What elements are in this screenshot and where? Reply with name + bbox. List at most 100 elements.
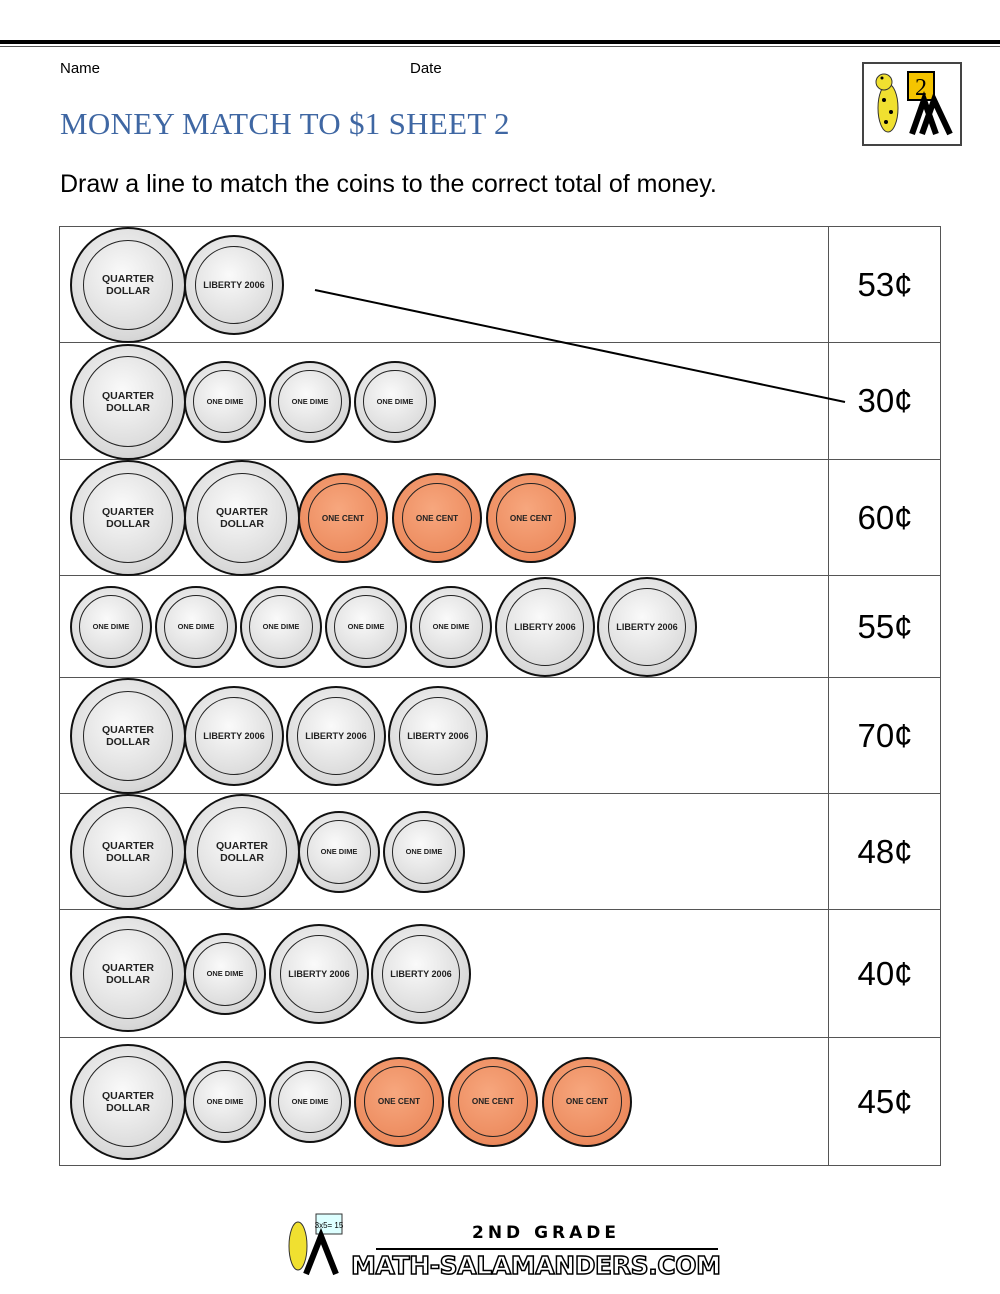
instructions: Draw a line to match the coins to the co… [60,170,717,198]
amount-label[interactable]: 45¢ [828,1038,941,1165]
nickel-coin-icon: LIBERTY 2006 [597,577,697,677]
coin-label: QUARTER DOLLAR [101,840,155,864]
quarter-coin-icon: QUARTER DOLLAR [70,343,186,460]
coin-group[interactable]: QUARTER DOLLAR ONE DIME LIBERTY 2006 LIBERT… [60,910,828,1037]
coin-label: ONE DIME [291,396,329,406]
amount-label[interactable]: 40¢ [828,910,941,1037]
coin-label: LIBERTY 2006 [305,731,367,741]
penny-coin-icon: ONE CENT [542,1056,632,1147]
coin-group[interactable]: ONE DIME ONE DIME ONE DIME ONE DIME ONE DIME… [60,576,828,677]
coin-label: QUARTER DOLLAR [215,840,269,864]
nickel-coin-icon: LIBERTY 2006 [184,686,284,786]
nickel-coin-icon: LIBERTY 2006 [269,924,369,1024]
amount-label[interactable]: 53¢ [828,227,941,342]
dime-coin-icon: ONE DIME [184,933,266,1015]
dime-coin-icon: ONE DIME [184,1060,266,1143]
date-label: Date [410,60,442,77]
coin-label: QUARTER DOLLAR [101,506,155,530]
coin-label: QUARTER DOLLAR [101,962,155,986]
penny-coin-icon: ONE CENT [354,1056,444,1147]
footer-logo: 3x5= 15 2ND GRADE MATH-SALAMANDERS.COM [276,1206,726,1281]
penny-coin-icon: ONE CENT [448,1056,538,1147]
quarter-coin-icon: QUARTER DOLLAR [184,460,300,576]
name-label: Name [60,60,101,77]
coin-label: LIBERTY 2006 [390,969,452,979]
quarter-coin-icon: QUARTER DOLLAR [184,794,300,910]
coin-label: LIBERTY 2006 [407,731,469,741]
dime-coin-icon: ONE DIME [184,360,266,443]
quarter-coin-icon: QUARTER DOLLAR [70,227,186,343]
coin-label: ONE DIME [320,847,358,857]
coin-label: ONE CENT [415,513,459,523]
match-row: QUARTER DOLLAR QUARTER DOLLAR ONE CENT ONE … [60,460,940,576]
coin-label: ONE DIME [177,622,215,632]
dime-coin-icon: ONE DIME [410,586,492,668]
quarter-coin-icon: QUARTER DOLLAR [70,794,186,910]
quarter-coin-icon: QUARTER DOLLAR [70,678,186,794]
nickel-coin-icon: LIBERTY 2006 [388,686,488,786]
match-row: QUARTER DOLLAR ONE DIME ONE DIME ONE DIME 30… [60,343,940,460]
match-row: QUARTER DOLLAR QUARTER DOLLAR ONE DIME ONE … [60,794,940,910]
dime-coin-icon: ONE DIME [269,1060,351,1143]
amount-label[interactable]: 60¢ [828,460,941,575]
footer-board-text: 3x5= 15 [315,1221,344,1230]
dime-coin-icon: ONE DIME [325,586,407,668]
coin-label: ONE CENT [565,1097,609,1106]
match-row: QUARTER DOLLAR ONE DIME LIBERTY 2006 LIBERT… [60,910,940,1038]
salamander-logo-icon: 2 [862,62,962,146]
coin-label: ONE CENT [377,1097,421,1106]
nickel-coin-icon: LIBERTY 2006 [495,577,595,677]
amount-label[interactable]: 30¢ [828,343,941,459]
coin-label: ONE CENT [509,513,553,523]
nickel-coin-icon: LIBERTY 2006 [286,686,386,786]
amount-label[interactable]: 70¢ [828,678,941,793]
coin-label: ONE DIME [92,622,130,632]
match-row: QUARTER DOLLAR ONE DIME ONE DIME ONE CENT ON… [60,1038,940,1165]
coin-group[interactable]: QUARTER DOLLAR QUARTER DOLLAR ONE CENT ONE … [60,460,828,576]
match-row: QUARTER DOLLAR LIBERTY 2006 53¢ [60,227,940,343]
coin-group[interactable]: QUARTER DOLLAR QUARTER DOLLAR ONE DIME ONE … [60,794,828,910]
matching-table: QUARTER DOLLAR LIBERTY 2006 53¢ QUARTER DOL… [59,226,941,1166]
coin-label: ONE DIME [432,622,470,632]
quarter-coin-icon: QUARTER DOLLAR [70,916,186,1032]
footer-grade-text: 2ND GRADE [472,1223,620,1243]
coin-label: ONE DIME [206,1096,244,1106]
coin-label: LIBERTY 2006 [514,622,576,632]
top-rule [0,40,1000,44]
amount-label[interactable]: 48¢ [828,794,941,909]
coin-group[interactable]: QUARTER DOLLAR LIBERTY 2006 [60,227,828,343]
coin-label: QUARTER DOLLAR [101,724,155,748]
coin-label: LIBERTY 2006 [288,969,350,979]
quarter-coin-icon: QUARTER DOLLAR [70,1043,186,1160]
dime-coin-icon: ONE DIME [354,360,436,443]
dime-coin-icon: ONE DIME [155,586,237,668]
top-rule-thin [0,46,1000,47]
dime-coin-icon: ONE DIME [70,586,152,668]
coin-group[interactable]: QUARTER DOLLAR ONE DIME ONE DIME ONE DIME [60,343,828,460]
coin-label: ONE DIME [262,622,300,632]
match-row: QUARTER DOLLAR LIBERTY 2006 LIBERTY 2006 LI… [60,678,940,794]
coin-label: LIBERTY 2006 [203,280,265,290]
amount-label[interactable]: 55¢ [828,576,941,677]
coin-label: ONE DIME [206,969,244,979]
nickel-coin-icon: LIBERTY 2006 [184,235,284,335]
penny-coin-icon: ONE CENT [486,473,576,563]
coin-label: ONE CENT [321,513,365,523]
page-title: MONEY MATCH TO $1 SHEET 2 [60,106,510,141]
dime-coin-icon: ONE DIME [240,586,322,668]
coin-group[interactable]: QUARTER DOLLAR ONE DIME ONE DIME ONE CENT ON… [60,1038,828,1165]
coin-label: LIBERTY 2006 [203,731,265,741]
match-row: ONE DIME ONE DIME ONE DIME ONE DIME ONE DIME… [60,576,940,678]
coin-group[interactable]: QUARTER DOLLAR LIBERTY 2006 LIBERTY 2006 LI… [60,678,828,794]
coin-label: QUARTER DOLLAR [101,389,155,414]
dime-coin-icon: ONE DIME [269,360,351,443]
penny-coin-icon: ONE CENT [392,473,482,563]
footer-site-text: MATH-SALAMANDERS.COM [351,1251,721,1280]
coin-label: LIBERTY 2006 [616,622,678,632]
coin-label: QUARTER DOLLAR [101,273,155,297]
coin-label: ONE CENT [471,1097,515,1106]
penny-coin-icon: ONE CENT [298,473,388,563]
coin-label: ONE DIME [347,622,385,632]
dime-coin-icon: ONE DIME [383,811,465,893]
dime-coin-icon: ONE DIME [298,811,380,893]
